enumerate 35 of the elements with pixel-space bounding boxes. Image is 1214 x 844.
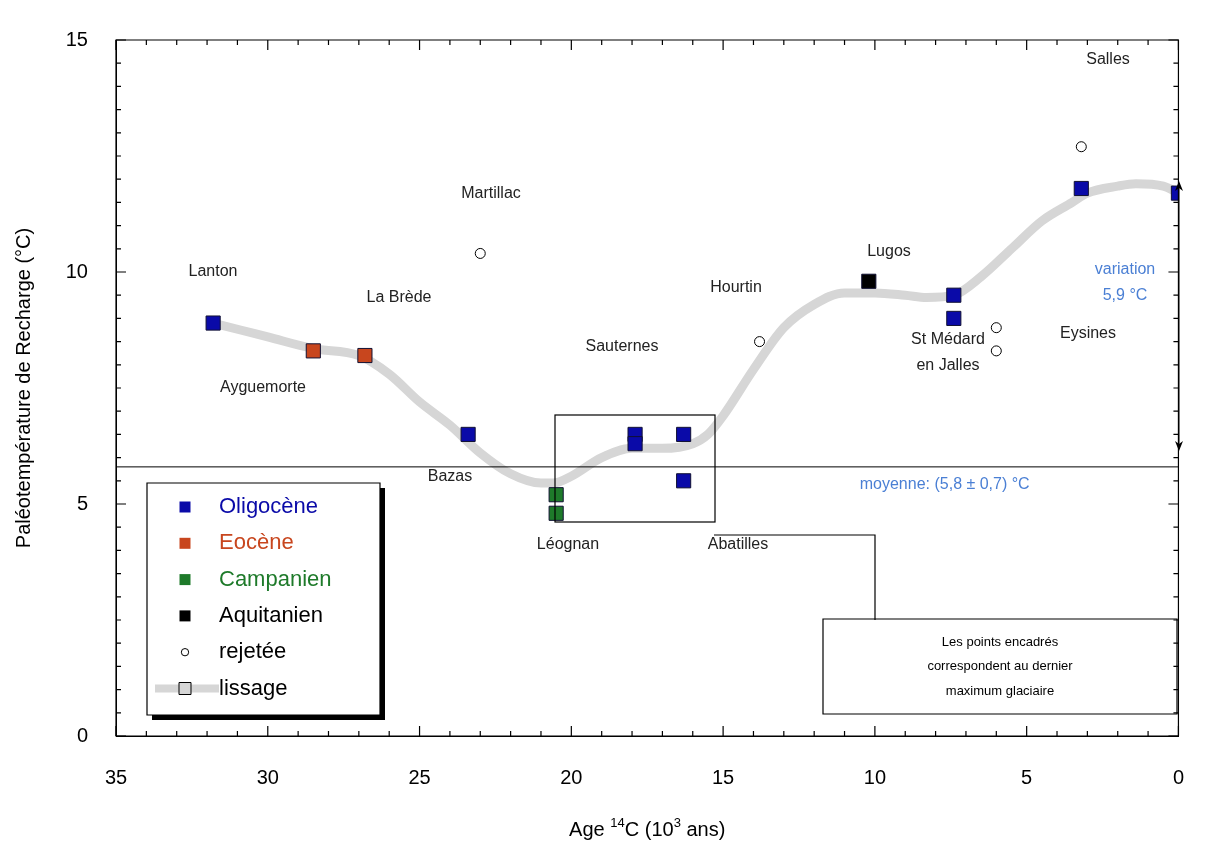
x-tick-label: 25	[408, 765, 431, 788]
legend-label: Eocène	[219, 529, 294, 555]
annotation: Sauternes	[585, 337, 659, 355]
annotation: St Médard en Jalles	[911, 330, 985, 374]
x-tick-label: 35	[104, 765, 128, 788]
annotation: Hourtin	[710, 278, 762, 296]
annotation: Salles	[1086, 50, 1130, 68]
annotation: Martillac	[461, 184, 521, 202]
x-tick-label: 15	[711, 765, 735, 788]
annotation: Les points encadrés correspondent au dernier maximum glaciaire	[927, 633, 1074, 698]
y-tick-label: 0	[76, 723, 88, 746]
legend-label: Oligocène	[219, 493, 319, 519]
annotation: Léognan	[536, 535, 600, 553]
annotation: Lugos	[867, 242, 911, 260]
ref-line-label: moyenne: (5,8 ± 0,7) °C	[859, 475, 1030, 493]
annotation: variation 5,9 °C	[1094, 260, 1156, 304]
y-tick-label: 10	[65, 259, 88, 282]
annotation: Eysines	[1059, 324, 1117, 342]
annotation: Bazas	[427, 467, 473, 485]
y-tick-label: 15	[65, 27, 88, 50]
x-tick-label: 20	[560, 765, 583, 788]
x-tick-label: 0	[1172, 765, 1184, 788]
annotation: Lanton	[188, 262, 238, 280]
legend-label: lissage	[219, 674, 288, 700]
x-tick-label: 30	[256, 765, 279, 788]
annotation: La Brède	[366, 288, 432, 306]
legend-label: Campanien	[219, 565, 332, 591]
legend-label: rejetée	[219, 638, 287, 664]
legend-label: Aquitanien	[219, 601, 323, 627]
y-axis-title: Paléotempérature de Recharge (°C)	[11, 227, 34, 549]
annotation: Abatilles	[707, 535, 769, 553]
annotation: Ayguemorte	[220, 378, 307, 396]
x-tick-label: 10	[863, 765, 887, 788]
x-tick-label: 5	[1021, 765, 1033, 788]
y-tick-label: 5	[76, 491, 88, 514]
